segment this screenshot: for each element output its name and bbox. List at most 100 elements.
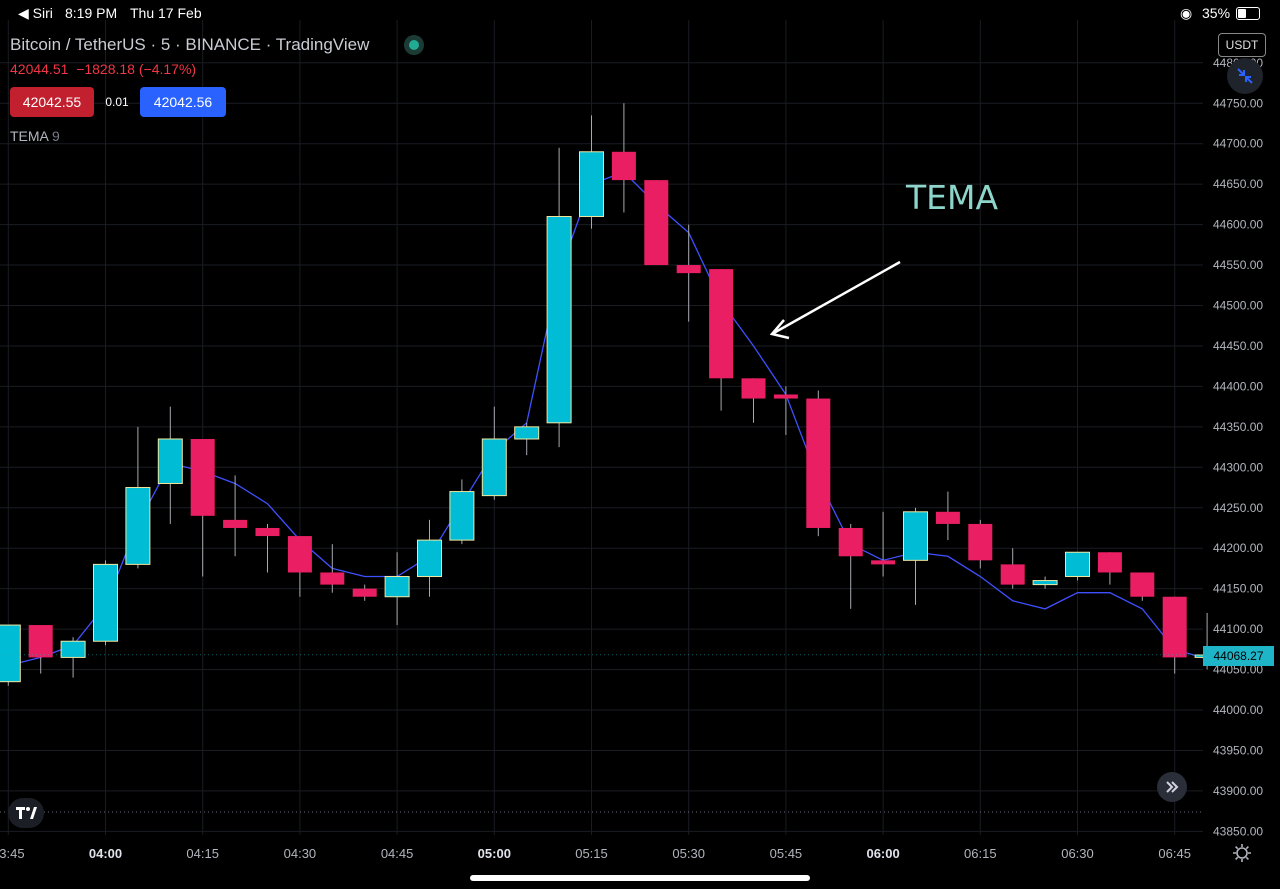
candle-body-up: [546, 216, 572, 424]
settings-gear-icon[interactable]: [1232, 843, 1252, 863]
candle-body-down: [223, 519, 248, 528]
price-tick-label: 44550.00: [1213, 258, 1263, 272]
time-tick-label: 06:45: [1158, 846, 1191, 861]
tema-line: [8, 171, 1208, 667]
candle: [514, 422, 540, 456]
candle: [773, 386, 798, 435]
candle-body-up: [903, 511, 928, 561]
price-tick-label: 44450.00: [1213, 339, 1263, 353]
price-tick-label: 44700.00: [1213, 137, 1263, 151]
symbol-title[interactable]: Bitcoin / TetherUS · 5 · BINANCE · Tradi…: [10, 35, 370, 54]
candle-body-down: [1000, 564, 1025, 585]
currency-button[interactable]: USDT: [1218, 33, 1266, 57]
market-status-icon[interactable]: [404, 35, 424, 55]
time-tick-label: 04:45: [381, 846, 414, 861]
candle-body-down: [871, 560, 896, 565]
time-axis: 03:45 04:00 04:15 04:30 04:45 05:00 05:15 05:30…: [0, 846, 1191, 861]
candle-body-up: [449, 491, 475, 541]
scroll-to-realtime-icon[interactable]: [1157, 772, 1187, 802]
candle: [1000, 548, 1025, 589]
candle-body-down: [773, 394, 798, 399]
candle-body-up: [417, 539, 442, 578]
candle: [190, 438, 215, 577]
candle-body-down: [611, 151, 636, 181]
candle: [1032, 576, 1058, 589]
time-tick-label: 06:30: [1061, 846, 1094, 861]
candle: [644, 180, 669, 266]
candle: [935, 491, 960, 541]
candle-body-down: [28, 625, 53, 658]
candle-body-up: [93, 563, 118, 642]
candle-body-up: [0, 624, 21, 683]
time-tick-label: 06:15: [964, 846, 997, 861]
candle: [60, 637, 86, 678]
candle: [223, 475, 248, 557]
candle: [579, 115, 604, 229]
candle-body-up: [481, 438, 507, 497]
candle: [741, 378, 766, 423]
tema-layer: [8, 171, 1208, 667]
change-value: −1828.18 (−4.17%): [76, 61, 197, 77]
price-tick-label: 44400.00: [1213, 379, 1263, 393]
candle: [1162, 596, 1187, 674]
price-change-line: 42044.51 −1828.18 (−4.17%): [10, 61, 196, 77]
candle: [1097, 552, 1122, 585]
time-tick-label: 05:00: [478, 846, 511, 861]
candle-body-down: [968, 523, 993, 561]
eye-icon: ◉: [1180, 5, 1193, 21]
collapse-icon[interactable]: [1227, 58, 1263, 94]
time-tick-label: 04:15: [186, 846, 219, 861]
sell-button[interactable]: 42042.55: [10, 87, 94, 117]
candle: [417, 519, 442, 597]
candle: [611, 103, 636, 213]
price-tick-label: 43900.00: [1213, 784, 1263, 798]
candle: [481, 406, 507, 500]
candle-body-up: [157, 438, 183, 484]
candle-body-down: [838, 527, 863, 557]
candle: [871, 511, 896, 577]
time-tick-label: 05:30: [672, 846, 705, 861]
candle-body-down: [255, 527, 280, 537]
candle-body-down: [935, 511, 960, 524]
candle: [903, 507, 928, 605]
time-tick-label: 04:30: [284, 846, 317, 861]
time-tick-label: 06:00: [866, 846, 899, 861]
price-tick-label: 44150.00: [1213, 582, 1263, 596]
spread-value: 0.01: [105, 95, 129, 109]
chart-grid: [0, 20, 1203, 835]
candle-body-down: [320, 572, 345, 585]
candle-body-down: [806, 398, 831, 528]
indicator-name: TEMA: [10, 128, 49, 144]
candle: [1130, 572, 1155, 601]
candle: [125, 426, 151, 569]
candle-body-down: [741, 378, 766, 399]
candle-body-up: [125, 487, 151, 565]
status-back[interactable]: ◀ Siri: [18, 5, 53, 21]
tradingview-logo-icon[interactable]: [8, 798, 44, 828]
candle: [1065, 551, 1090, 581]
price-tick-label: 44500.00: [1213, 299, 1263, 313]
candle: [0, 624, 21, 686]
price-tick-label: 44750.00: [1213, 96, 1263, 110]
candle: [352, 584, 377, 601]
annotation-label: TEMA: [906, 178, 999, 217]
buy-button[interactable]: 42042.56: [140, 87, 226, 117]
annotation-arrow: [771, 260, 901, 336]
price-tick-label: 43950.00: [1213, 743, 1263, 757]
price-tick-label: 44300.00: [1213, 460, 1263, 474]
candle-body-down: [352, 588, 377, 597]
price-tick-label: 44250.00: [1213, 501, 1263, 515]
candle-body-up: [1032, 580, 1058, 586]
time-tick-label: 05:45: [770, 846, 803, 861]
candle-body-up: [384, 576, 410, 598]
indicator-legend[interactable]: TEMA 9: [10, 128, 60, 144]
price-tick-label: 43850.00: [1213, 824, 1263, 838]
candle-body-down: [676, 265, 701, 274]
last-value: 42044.51: [10, 61, 69, 77]
status-time: 8:19 PM: [65, 5, 118, 21]
candle: [838, 523, 863, 609]
price-tick-label: 44100.00: [1213, 622, 1263, 636]
home-indicator[interactable]: [470, 875, 810, 881]
candle: [384, 552, 410, 626]
